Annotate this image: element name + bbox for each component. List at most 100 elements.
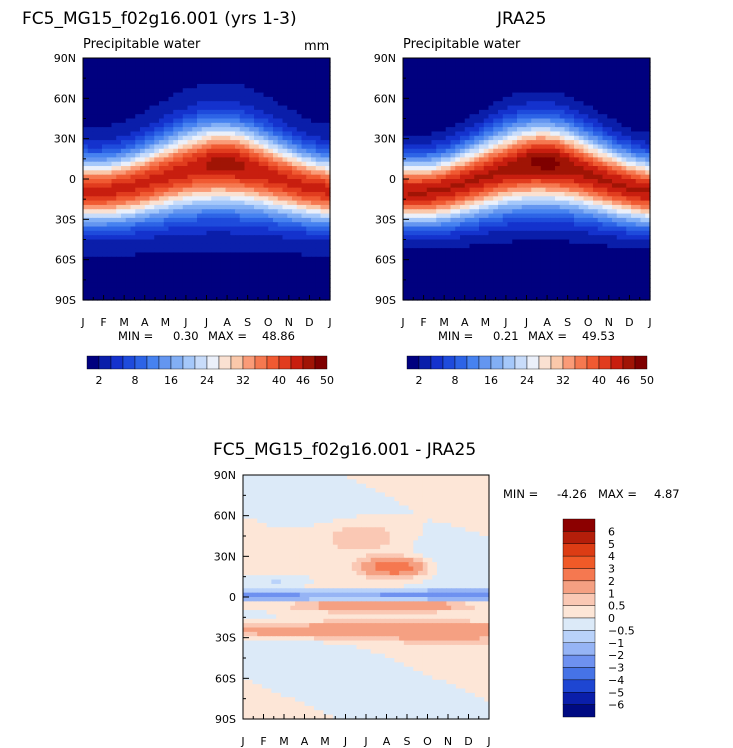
heatmap-cell xyxy=(320,92,326,98)
heatmap-cell xyxy=(206,127,212,133)
heatmap-cell xyxy=(201,83,208,89)
heatmap-cell xyxy=(635,153,642,158)
heatmap-cell xyxy=(173,204,179,210)
heatmap-cell xyxy=(87,148,94,154)
heatmap-cell xyxy=(149,239,155,245)
heatmap-cell xyxy=(235,226,241,232)
heatmap-cell xyxy=(407,109,414,115)
heatmap-cell xyxy=(578,70,585,76)
heatmap-cell xyxy=(403,70,409,76)
heatmap-cell xyxy=(149,58,155,63)
heatmap-cell xyxy=(159,295,165,301)
heatmap-cell xyxy=(512,66,518,72)
heatmap-cell xyxy=(225,83,231,89)
heatmap-cell xyxy=(301,243,307,249)
heatmap-cell xyxy=(325,226,331,232)
heatmap-cell xyxy=(168,109,174,115)
heatmap-cell xyxy=(597,144,604,150)
heatmap-cell xyxy=(645,174,651,180)
heatmap-cell xyxy=(626,109,632,115)
heatmap-cell xyxy=(464,135,471,141)
heatmap-cell xyxy=(273,118,279,124)
heatmap-cell xyxy=(550,200,556,206)
heatmap-cell xyxy=(559,88,566,94)
heatmap-cell xyxy=(526,179,532,184)
heatmap-cell xyxy=(574,135,580,141)
heatmap-cell xyxy=(569,135,575,141)
heatmap-cell xyxy=(201,291,208,297)
heatmap-cell xyxy=(178,174,184,180)
heatmap-cell xyxy=(140,58,146,63)
heatmap-cell xyxy=(144,287,151,292)
heatmap-cell xyxy=(621,148,627,154)
heatmap-cell xyxy=(493,135,499,141)
heatmap-cell xyxy=(315,122,322,128)
heatmap-cell xyxy=(135,96,141,102)
heatmap-cell xyxy=(296,187,303,193)
heatmap-cell xyxy=(135,282,141,288)
heatmap-cell xyxy=(311,261,317,267)
heatmap-cell xyxy=(87,161,94,167)
heatmap-cell xyxy=(517,58,523,63)
heatmap-cell xyxy=(206,66,212,72)
heatmap-cell xyxy=(149,88,155,94)
heatmap-cell xyxy=(159,226,165,232)
heatmap-cell xyxy=(578,209,585,215)
heatmap-cell xyxy=(407,140,414,146)
heatmap-cell xyxy=(502,157,509,163)
heatmap-cell xyxy=(154,114,160,120)
heatmap-cell xyxy=(125,200,132,206)
heatmap-cell xyxy=(178,261,184,267)
heatmap-cell xyxy=(159,118,165,124)
heatmap-cell xyxy=(474,209,480,215)
heatmap-cell xyxy=(206,204,212,210)
heatmap-cell xyxy=(315,58,322,63)
heatmap-cell xyxy=(244,213,250,219)
heatmap-cell xyxy=(140,174,146,180)
heatmap-cell xyxy=(564,92,570,98)
heatmap-cell xyxy=(159,88,165,94)
heatmap-cell xyxy=(460,157,466,163)
heatmap-cell xyxy=(536,187,542,193)
heatmap-cell xyxy=(254,92,260,98)
heatmap-cell xyxy=(102,269,108,275)
heatmap-cell xyxy=(540,109,547,115)
heatmap-cell xyxy=(116,62,122,68)
heatmap-cell xyxy=(287,265,293,271)
heatmap-cell xyxy=(292,204,298,210)
heatmap-cell xyxy=(315,196,322,202)
heatmap-cell xyxy=(277,239,284,245)
heatmap-cell xyxy=(268,183,274,189)
heatmap-cell xyxy=(521,161,528,167)
heatmap-cell xyxy=(83,66,89,72)
heatmap-cell xyxy=(635,140,642,146)
heatmap-cell xyxy=(211,58,217,63)
heatmap-cell xyxy=(92,157,98,163)
heatmap-cell xyxy=(526,118,532,124)
heatmap-cell xyxy=(97,105,103,111)
heatmap-cell xyxy=(216,217,222,223)
heatmap-cell xyxy=(488,70,494,76)
heatmap-cell xyxy=(130,79,136,85)
heatmap-cell xyxy=(239,88,246,94)
heatmap-cell xyxy=(135,191,141,197)
heatmap-cell xyxy=(407,170,414,176)
heatmap-cell xyxy=(540,114,547,120)
heatmap-cell xyxy=(173,274,179,279)
heatmap-cell xyxy=(87,131,94,137)
heatmap-cell xyxy=(201,153,208,158)
heatmap-cell xyxy=(154,196,160,202)
heatmap-cell xyxy=(154,161,160,167)
heatmap-cell xyxy=(645,122,651,128)
heatmap-cell xyxy=(111,131,117,137)
heatmap-cell xyxy=(92,204,98,210)
heatmap-cell xyxy=(154,291,160,297)
heatmap-cell xyxy=(111,187,117,193)
heatmap-cell xyxy=(403,222,409,228)
heatmap-cell xyxy=(244,256,250,262)
heatmap-cell xyxy=(517,179,523,184)
heatmap-cell xyxy=(507,179,513,184)
heatmap-cell xyxy=(268,66,274,72)
heatmap-cell xyxy=(154,122,160,128)
heatmap-cell xyxy=(239,148,246,154)
